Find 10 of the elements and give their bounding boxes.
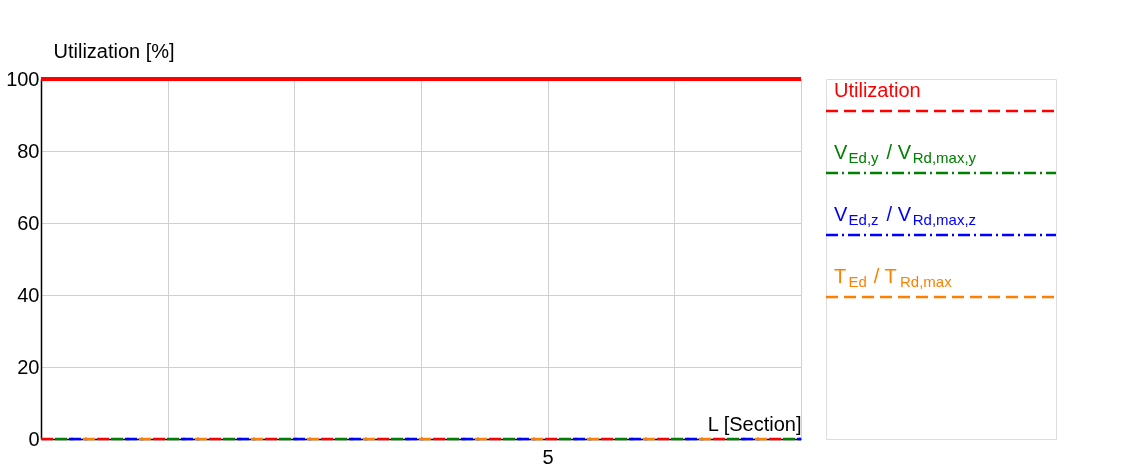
y-tick-label: 40 [17,283,40,306]
y-tick-label: 60 [17,211,40,234]
y-tick-label: 20 [17,355,40,378]
y-tick-label: 80 [17,139,40,162]
y-axis-title: Utilization [%] [53,39,175,62]
y-tick-label: 0 [28,427,40,450]
y-tick-label: 100 [6,67,40,90]
x-tick-label: 5 [542,445,554,464]
text: Utilization [834,79,921,101]
x-axis-title: L [Section] [707,412,802,435]
